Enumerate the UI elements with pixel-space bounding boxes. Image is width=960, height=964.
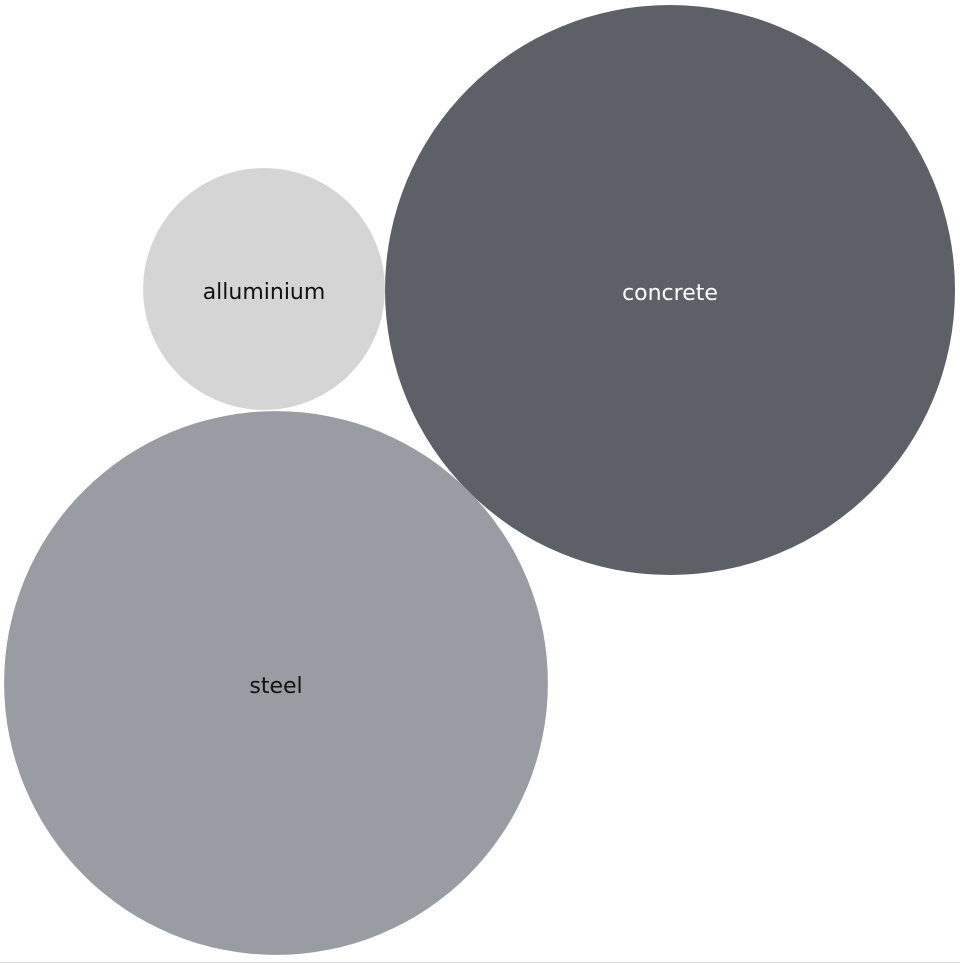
bottom-divider bbox=[0, 962, 960, 963]
bubble-label-alluminium: alluminium bbox=[203, 280, 326, 305]
bubble-label-concrete: concrete bbox=[622, 281, 718, 306]
bubble-label-steel: steel bbox=[249, 674, 302, 699]
bubble-steel[interactable] bbox=[4, 411, 548, 955]
bubble-alluminium[interactable] bbox=[143, 168, 385, 410]
bubble-concrete[interactable] bbox=[385, 5, 955, 575]
